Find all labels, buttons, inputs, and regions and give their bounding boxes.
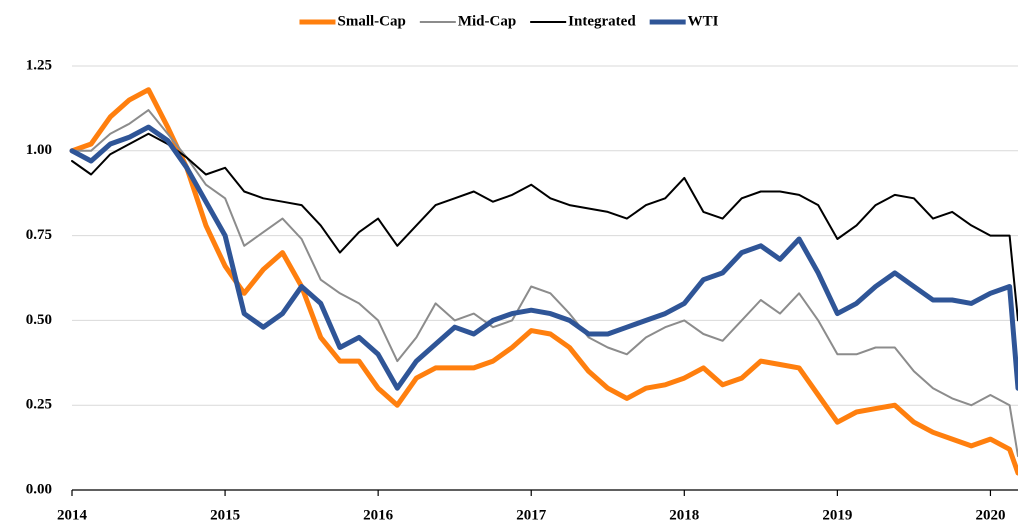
series-line [71, 109, 1018, 458]
y-tick-label: 0.50 [26, 312, 52, 328]
legend-label: Mid-Cap [458, 13, 516, 29]
legend-label: Integrated [568, 13, 636, 29]
y-tick-label: 0.25 [26, 397, 52, 413]
series-line [69, 124, 1018, 391]
legend-item: WTI [649, 13, 719, 29]
series-line [69, 87, 1018, 476]
y-tick-label: 0.00 [26, 481, 52, 497]
legend: Small-Cap Mid-Cap Integrated WTI [299, 13, 719, 29]
x-tick-label: 2018 [669, 507, 699, 523]
legend-label: Small-Cap [337, 13, 405, 29]
x-tick-label: 2015 [210, 507, 240, 523]
x-tick-label: 2020 [975, 507, 1005, 523]
y-tick-label: 1.00 [26, 142, 52, 158]
x-tick-label: 2019 [822, 507, 852, 523]
x-tick-label: 2014 [57, 507, 88, 523]
y-tick-label: 0.75 [26, 227, 52, 243]
series-line [71, 132, 1018, 322]
x-tick-label: 2016 [363, 507, 394, 523]
y-tick-label: 1.25 [26, 57, 52, 73]
legend-item: Mid-Cap [419, 13, 516, 29]
legend-item: Integrated [530, 13, 636, 29]
legend-item: Small-Cap [299, 13, 406, 29]
x-tick-label: 2017 [516, 507, 547, 523]
legend-label: WTI [688, 13, 719, 29]
